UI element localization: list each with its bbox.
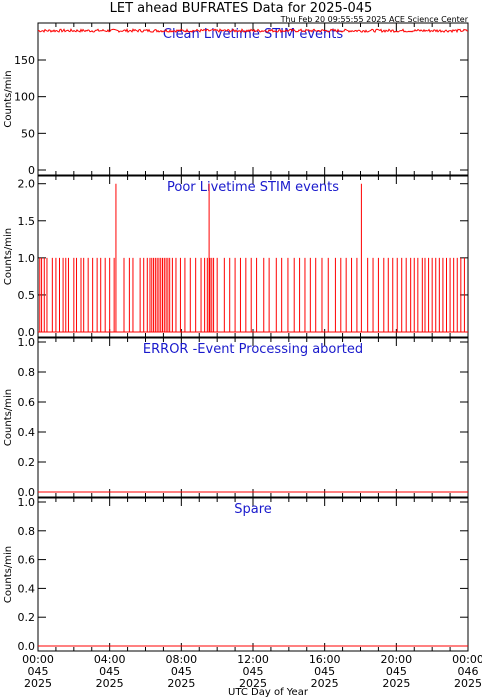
- panel-title: Poor Livetime STIM events: [167, 180, 339, 195]
- x-tick-label: 045: [171, 665, 192, 678]
- panel-frame: [37, 22, 469, 176]
- x-tick-label: 2025: [167, 677, 195, 690]
- y-axis-label: Counts/min: [3, 228, 14, 285]
- y-tick-label: 0.2: [18, 456, 36, 469]
- x-tick-label: 00:00: [22, 653, 54, 666]
- panel-2: 0.0 0.5 1.0 1.5 2.0 Counts/min Poor Livetime S…: [3, 175, 469, 339]
- x-tick-label: 04:00: [94, 653, 126, 666]
- y-tick-label: 0.0: [18, 326, 36, 339]
- y-tick-label: 1.5: [18, 215, 36, 228]
- y-axis-label: Counts/min: [3, 389, 14, 446]
- panel-title: ERROR -Event Processing aborted: [143, 342, 363, 357]
- x-tick-label: 045: [386, 665, 407, 678]
- y-tick-label: 0.8: [18, 366, 36, 379]
- panel-frame: [37, 497, 469, 652]
- y-tick-label: 50: [21, 127, 35, 140]
- y-tick-label: 2.0: [18, 178, 36, 191]
- x-tick-label: 2025: [96, 677, 124, 690]
- x-tick-label: 045: [99, 665, 120, 678]
- panel-frame: [37, 337, 469, 498]
- y-tick-label: 0.2: [18, 611, 36, 624]
- x-tick-label: 046: [458, 665, 479, 678]
- y-tick-label: 0.4: [18, 582, 36, 595]
- x-tick-label: 16:00: [309, 653, 341, 666]
- x-tick-label: 2025: [382, 677, 410, 690]
- y-tick-label: 1.0: [18, 496, 36, 509]
- panel-3: 0.0 0.2 0.4 0.6 0.8 1.0 Counts/min ERROR -Event…: [3, 336, 469, 499]
- y-tick-label: 150: [14, 54, 35, 67]
- y-tick-label: 0.8: [18, 525, 36, 538]
- y-tick-label: 0: [28, 164, 35, 177]
- x-tick-label: 045: [243, 665, 264, 678]
- y-tick-label: 0.0: [18, 640, 36, 653]
- y-tick-label: 100: [14, 91, 35, 104]
- x-axis-label: UTC Day of Year: [228, 687, 309, 698]
- y-axis-label: Counts/min: [3, 546, 14, 603]
- chart-title: LET ahead BUFRATES Data for 2025-045: [110, 1, 373, 16]
- x-tick-label: 045: [314, 665, 335, 678]
- y-tick-label: 0.5: [18, 289, 36, 302]
- panel-title: Clean Livetime STIM events: [163, 27, 343, 42]
- panel-frame: [37, 175, 469, 338]
- panel-4: 0.0 0.2 0.4 0.6 0.8 1.0 Counts/min Spare: [3, 496, 469, 653]
- x-tick-label: 045: [28, 665, 49, 678]
- x-tick-label: 2025: [24, 677, 52, 690]
- x-tick-label: 2025: [311, 677, 339, 690]
- y-tick-label: 0.6: [18, 396, 36, 409]
- y-tick-label: 1.0: [18, 336, 36, 349]
- x-tick-label: 2025: [239, 677, 267, 690]
- y-tick-label: 0.0: [18, 486, 36, 499]
- y-tick-label: 1.0: [18, 252, 36, 265]
- x-tick-label: 12:00: [237, 653, 269, 666]
- x-tick-label: 08:00: [165, 653, 197, 666]
- x-tick-label: 2025: [454, 677, 482, 690]
- x-tick-label: 20:00: [380, 653, 412, 666]
- x-tick-label: 00:00: [452, 653, 482, 666]
- chart-subtitle: Thu Feb 20 09:55:55 2025 ACE Science Cen…: [280, 15, 469, 24]
- panel-title: Spare: [234, 502, 272, 517]
- series-line-clean-livetime: [37, 28, 469, 34]
- y-tick-label: 0.4: [18, 426, 36, 439]
- y-axis-label: Counts/min: [3, 70, 14, 127]
- y-tick-label: 0.6: [18, 554, 36, 567]
